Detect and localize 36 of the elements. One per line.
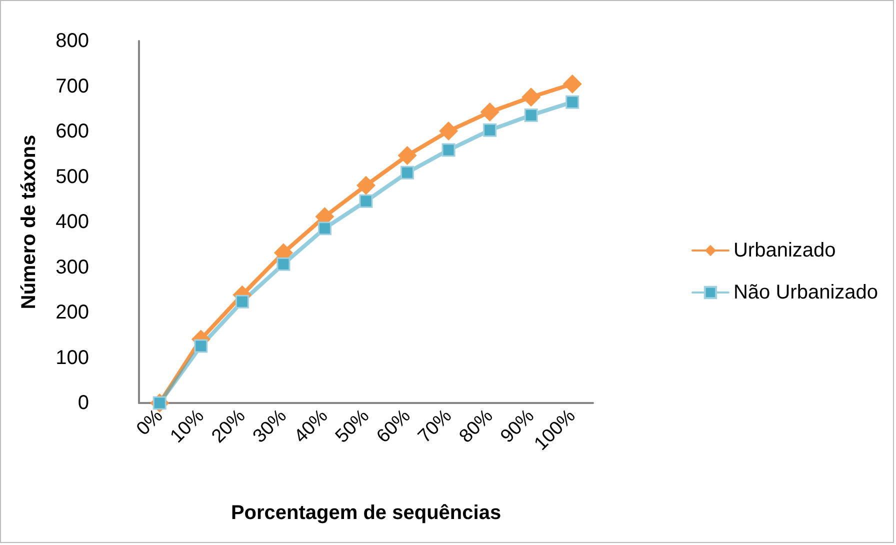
y-tick-label: 200 [56,302,89,324]
x-axis-title: Porcentagem de sequências [230,502,502,524]
x-tick-label: 70% [414,405,456,448]
point [400,166,414,180]
point [442,143,456,157]
point [359,194,373,208]
point [356,176,376,195]
legend-label: Urbanizado [733,240,836,262]
y-tick-label: 400 [56,211,89,233]
y-tick-label: 100 [56,346,89,369]
y-tick-label: 700 [56,75,89,98]
x-tick-label: 30% [249,405,291,448]
y-axis-title: Número de táxons [18,134,40,310]
point [439,122,458,141]
x-tick-label: 40% [290,405,332,448]
y-tick-label: 300 [56,256,89,278]
point [194,339,208,353]
x-tick-label: 50% [332,405,374,448]
point [562,74,582,94]
legend-label: Não Urbanizado [733,282,878,304]
point [235,294,249,308]
point [524,108,538,122]
y-tick-label: 0 [78,392,89,414]
x-tick-label: 60% [372,405,415,448]
x-tick-label: 0% [132,406,168,440]
x-tick-label: 80% [456,405,498,448]
point [522,88,541,107]
y-tick-label: 600 [56,120,89,142]
point [566,95,580,109]
point [483,123,497,137]
y-tick-label: 500 [56,166,89,188]
point [480,102,500,122]
point [318,222,332,236]
point [398,146,417,165]
point [276,257,290,271]
y-tick-label: 800 [56,30,89,52]
